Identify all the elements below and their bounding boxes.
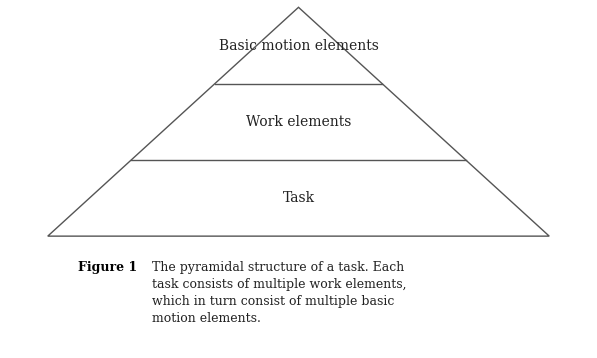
Text: The pyramidal structure of a task. Each
task consists of multiple work elements,: The pyramidal structure of a task. Each …	[152, 261, 407, 325]
Text: Figure 1: Figure 1	[78, 261, 137, 274]
Polygon shape	[48, 7, 549, 236]
Text: Task: Task	[282, 191, 315, 205]
Text: Basic motion elements: Basic motion elements	[219, 39, 378, 53]
Text: Work elements: Work elements	[246, 115, 351, 129]
